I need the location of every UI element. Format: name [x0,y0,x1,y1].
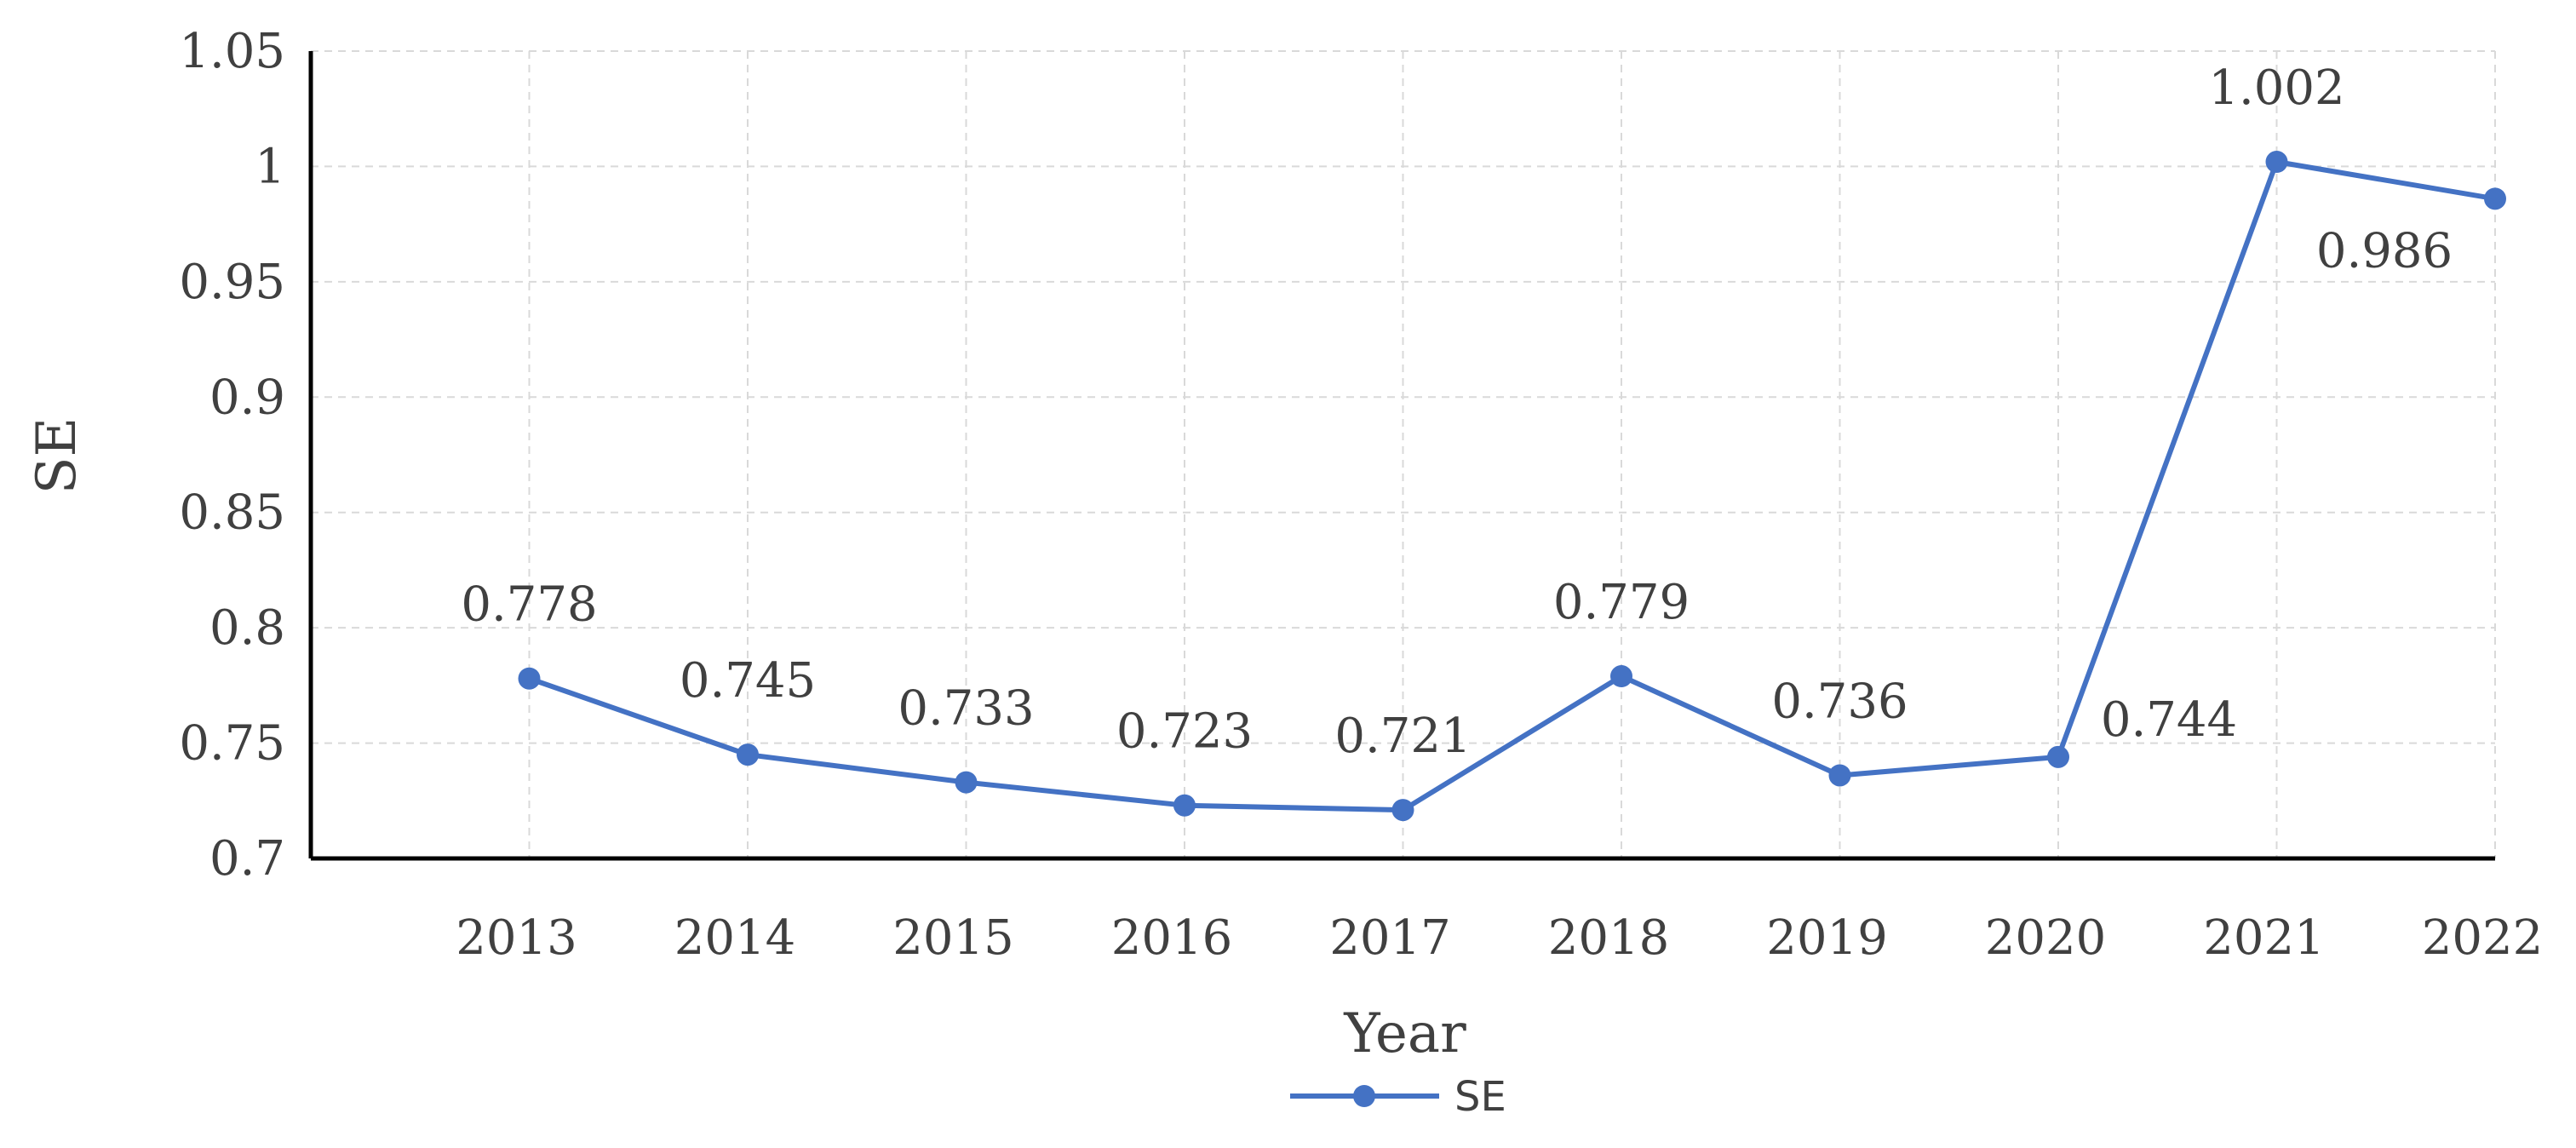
axes [308,51,2495,861]
data-points [518,151,2506,822]
data-point [1610,665,1632,688]
x-tick-label: 2018 [1548,910,1670,966]
x-tick-label: 2021 [2203,910,2325,966]
grid [311,50,2496,858]
data-label: 0.745 [680,653,816,709]
data-point [518,667,541,690]
data-label: 1.002 [2208,60,2344,116]
y-tick-label: 0.8 [209,600,285,656]
data-point [2484,187,2506,210]
data-point [1173,794,1196,817]
y-tick-label: 1 [255,139,285,194]
x-tick-label: 2022 [2422,910,2544,966]
data-label: 0.733 [898,681,1034,737]
x-tick-label: 2013 [456,910,577,966]
series-se [528,159,2496,813]
data-label: 0.778 [461,577,597,633]
y-tick-label: 0.75 [179,716,285,772]
y-tick-label: 0.7 [209,831,285,887]
x-tick-label: 2017 [1329,910,1451,966]
y-tick-labels: 0.7 0.75 0.8 0.85 0.9 0.95 1 1.05 [179,24,285,887]
series-line [528,159,2496,813]
legend: SE [1290,1073,1506,1121]
data-label: 0.723 [1116,704,1253,760]
data-point [2047,745,2069,768]
y-axis-title: SE [26,417,89,495]
data-label: 0.736 [1771,674,1908,729]
data-label: 0.721 [1334,709,1471,764]
y-tick-label: 0.9 [209,370,285,425]
data-point [955,771,978,794]
y-tick-label: 0.95 [179,255,285,310]
data-point [737,743,759,766]
data-point [1828,764,1851,787]
y-tick-label: 0.85 [179,485,285,541]
data-label: 0.986 [2316,223,2453,278]
data-labels: 0.778 0.745 0.733 0.723 0.721 0.779 0.736 0.744… [461,60,2453,764]
x-tick-label: 2020 [1985,910,2107,966]
x-tick-label: 2015 [892,910,1014,966]
x-tick-labels: 2013 2014 2015 2016 2017 2018 2019 2020 2021 2022 [456,910,2543,966]
legend-label: SE [1454,1073,1506,1121]
data-point [2265,151,2288,174]
data-label: 0.744 [2101,692,2237,748]
legend-dot-marker [1353,1085,1375,1107]
data-point [1391,799,1414,822]
data-label: 0.779 [1553,575,1690,630]
x-tick-label: 2014 [674,910,796,966]
x-tick-label: 2019 [1766,910,1888,966]
x-axis-title: Year [1343,1002,1466,1065]
x-tick-label: 2016 [1111,910,1233,966]
y-tick-label: 1.05 [179,24,285,79]
